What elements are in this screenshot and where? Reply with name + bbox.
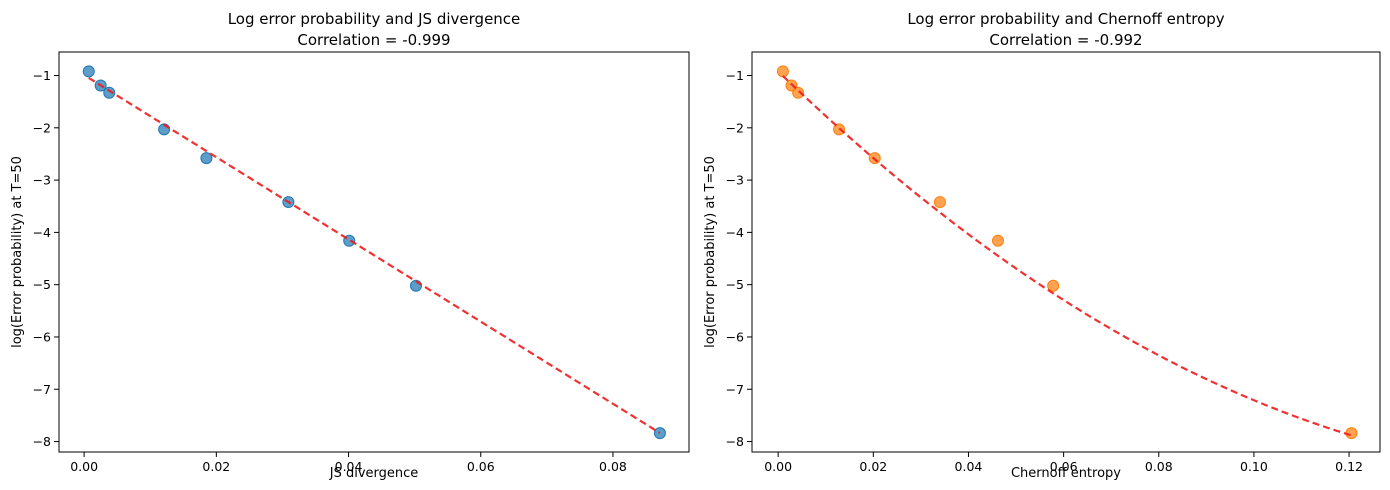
x-tick-label: 0.02 [859,459,887,474]
chart-title-line1: Log error probability and JS divergence [228,10,521,28]
panel-chernoff-entropy: Log error probability and Chernoff entro… [703,10,1381,481]
data-point [792,86,805,99]
x-tick-label: 0.00 [70,459,98,474]
data-point [653,427,666,440]
x-axis-label: JS divergence [329,466,419,481]
data-marks [82,65,666,440]
y-tick-label: −5 [33,277,51,292]
data-point [82,65,95,78]
y-tick-label: −4 [33,225,51,240]
y-axis: −1 −2 −3 −4 −5 −6 −7 −8 [726,68,752,449]
x-axis: 0.00 0.02 0.04 0.06 0.08 [70,452,627,474]
x-axis: 0.00 0.02 0.04 0.06 0.08 0.10 0.12 [764,452,1363,474]
x-tick-label: 0.08 [599,459,627,474]
y-tick-label: −5 [726,277,744,292]
x-tick-label: 0.00 [764,459,792,474]
data-point [776,65,789,78]
y-tick-label: −3 [33,173,51,188]
y-tick-label: −6 [726,329,744,344]
y-axis-label: log(Error probability) at T=50 [10,156,25,348]
x-tick-label: 0.04 [955,459,983,474]
data-point [933,196,946,209]
data-point [991,234,1004,247]
panel-js-divergence: Log error probability and JS divergence … [10,10,690,481]
x-axis-label: Chernoff entropy [1011,466,1121,481]
y-tick-label: −2 [33,120,51,135]
y-axis-label: log(Error probability) at T=50 [703,156,718,348]
x-tick-label: 0.06 [1050,459,1078,474]
y-tick-label: −6 [33,329,51,344]
x-tick-label: 0.10 [1240,459,1268,474]
y-tick-label: −7 [726,382,744,397]
data-point [103,86,116,99]
x-tick-label: 0.02 [202,459,230,474]
data-point [1047,279,1060,292]
fit-line [88,76,661,434]
x-tick-label: 0.08 [1145,459,1173,474]
y-tick-label: −1 [33,68,51,83]
data-marks [776,65,1358,440]
plot-area-frame [58,51,690,453]
x-tick-label: 0.12 [1335,459,1363,474]
fit-line [782,75,1352,437]
y-tick-label: −7 [33,382,51,397]
y-tick-label: −2 [726,120,744,135]
y-tick-label: −3 [726,173,744,188]
y-tick-label: −8 [33,434,51,449]
x-tick-label: 0.04 [335,459,363,474]
chart-title-line1: Log error probability and Chernoff entro… [907,10,1224,28]
y-axis: −1 −2 −3 −4 −5 −6 −7 −8 [33,68,59,449]
chart-title-line2: Correlation = -0.992 [989,31,1142,49]
y-tick-label: −4 [726,225,744,240]
x-tick-label: 0.06 [467,459,495,474]
chart-title-line2: Correlation = -0.999 [297,31,450,49]
plot-area-frame [751,51,1381,453]
data-point [200,152,213,165]
y-tick-label: −8 [726,434,744,449]
y-tick-label: −1 [726,68,744,83]
